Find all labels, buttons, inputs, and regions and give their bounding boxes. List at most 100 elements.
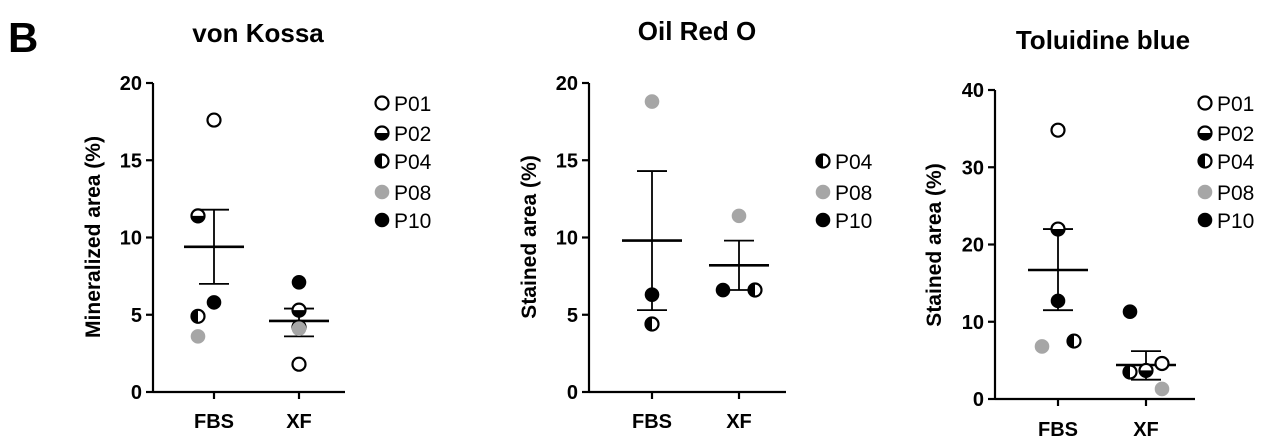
- mean-sem-xf: [709, 239, 769, 291]
- legend-item-p01: P01: [374, 93, 431, 116]
- legend-marker-icon: [374, 95, 390, 111]
- y-tick-label: 0: [973, 389, 984, 411]
- legend-item-p10: P10: [374, 210, 431, 233]
- data-points: [190, 112, 307, 372]
- legend-label: P04: [835, 151, 873, 174]
- legend-label: P02: [394, 123, 431, 146]
- legend-item-p10: P10: [815, 210, 872, 233]
- legend-marker-icon: [1197, 153, 1213, 169]
- legend-label: P10: [394, 210, 431, 233]
- legend-item-p08: P08: [374, 182, 431, 205]
- x-tick-label-fbs: FBS: [632, 411, 672, 433]
- x-tick-label-fbs: FBS: [194, 411, 234, 433]
- legend-label: P01: [1217, 93, 1254, 116]
- legend-item-p10: P10: [1197, 210, 1254, 233]
- legend-marker-icon: [1197, 184, 1213, 200]
- legend-label: P01: [394, 93, 431, 116]
- legend-item-p08: P08: [815, 182, 872, 205]
- legend-label: P08: [835, 182, 872, 205]
- legend-item-p01: P01: [1197, 93, 1254, 116]
- chart-title: von Kossa: [192, 18, 324, 48]
- chart-oil-red-o: Oil Red O Stained area (%) FBS XF 0 5 10 15…: [518, 16, 873, 433]
- y-tick-label: 10: [556, 228, 578, 250]
- y-tick-label: 15: [120, 150, 142, 172]
- y-tick-label: 0: [131, 382, 142, 404]
- data-point-p08-xf: [291, 321, 307, 336]
- y-axis-label: Stained area (%): [923, 163, 946, 326]
- x-tick-label-xf: XF: [286, 411, 312, 433]
- legend-item-p02: P02: [1197, 123, 1254, 146]
- x-tick-label-fbs: FBS: [1038, 419, 1078, 438]
- axes: [993, 90, 1195, 406]
- data-point-p10-fbs: [644, 287, 660, 302]
- x-tick-label-xf: XF: [726, 411, 752, 433]
- y-tick-label: 5: [567, 305, 578, 327]
- legend-item-p08: P08: [1197, 182, 1254, 205]
- data-points: [1034, 122, 1170, 397]
- data-point-p01-xf: [1154, 355, 1170, 372]
- data-point-p10-xf: [291, 275, 307, 290]
- data-point-p08-xf: [731, 208, 747, 224]
- legend-label: P08: [394, 182, 431, 205]
- data-point-p08-fbs: [644, 94, 660, 109]
- data-point-p08-xf: [1154, 381, 1170, 397]
- y-tick-label: 10: [962, 312, 984, 334]
- legend-marker-icon: [815, 153, 831, 169]
- legend-marker-icon: [1197, 95, 1213, 111]
- data-point-p02-fbs: [190, 208, 206, 224]
- legend-item-p04: P04: [374, 151, 432, 174]
- legend-label: P08: [1217, 182, 1254, 205]
- chart-title: Oil Red O: [638, 16, 756, 46]
- y-tick-label: 40: [962, 80, 984, 102]
- data-point-p08-fbs: [190, 329, 206, 344]
- mean-sem-fbs: [622, 170, 682, 312]
- legend: P01 P02 P04 P08 P10: [374, 93, 432, 233]
- legend-marker-icon: [815, 212, 831, 228]
- chart-title: Toluidine blue: [1016, 25, 1190, 55]
- legend-label: P10: [835, 210, 872, 233]
- legend-marker-icon: [1197, 212, 1213, 228]
- legend-marker-icon: [374, 184, 390, 200]
- y-tick-label: 15: [556, 150, 578, 172]
- legend-label: P02: [1217, 123, 1254, 146]
- y-tick-label: 20: [556, 73, 578, 95]
- data-point-p04-fbs: [644, 316, 660, 332]
- data-point-p02-xf: [1138, 362, 1154, 379]
- y-axis-ticks: 0 10 20 30 40: [962, 80, 995, 411]
- legend-item-p04: P04: [815, 151, 873, 174]
- data-point-p04-xf: [747, 282, 763, 298]
- y-axis-ticks: 0 5 10 15 20: [120, 73, 153, 404]
- data-point-p10-fbs: [1050, 293, 1066, 309]
- chart-von-kossa: von Kossa Mineralized area (%) FBS XF 0 5…: [82, 18, 432, 433]
- chart-toluidine-blue: Toluidine blue Stained area (%) FBS XF 0…: [923, 25, 1255, 438]
- data-points: [644, 94, 763, 332]
- legend: P04 P08 P10: [815, 151, 873, 233]
- legend-item-p02: P02: [374, 123, 431, 146]
- y-tick-label: 20: [962, 235, 984, 257]
- data-point-p01-fbs: [206, 112, 222, 128]
- y-axis-label: Stained area (%): [518, 155, 541, 318]
- data-point-p04-fbs: [1066, 333, 1082, 349]
- data-point-p10-fbs: [206, 295, 222, 310]
- data-point-p04-fbs: [190, 308, 206, 324]
- panel-label: B: [8, 14, 38, 61]
- axes: [587, 83, 786, 399]
- data-point-p08-fbs: [1034, 339, 1050, 354]
- legend: P01 P02 P04 P08 P10: [1197, 93, 1255, 233]
- y-tick-label: 5: [131, 305, 142, 327]
- legend-label: P04: [1217, 151, 1255, 174]
- legend-item-p04: P04: [1197, 151, 1255, 174]
- data-point-p02-xf: [291, 302, 307, 318]
- data-point-p04-xf: [1122, 364, 1138, 380]
- legend-marker-icon: [374, 125, 390, 141]
- y-tick-label: 0: [567, 382, 578, 404]
- data-point-p02-fbs: [1050, 221, 1066, 237]
- y-tick-label: 20: [120, 73, 142, 95]
- legend-marker-icon: [815, 184, 831, 200]
- y-axis-ticks: 0 5 10 15 20: [556, 73, 589, 404]
- y-axis-label: Mineralized area (%): [82, 136, 105, 338]
- mean-error-bars: [1028, 228, 1176, 381]
- axes: [151, 83, 345, 399]
- y-tick-label: 10: [120, 228, 142, 250]
